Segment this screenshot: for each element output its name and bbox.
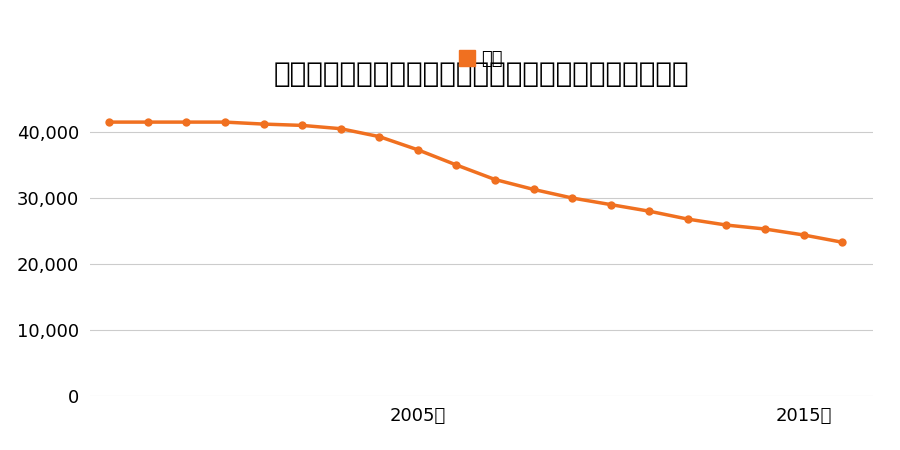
Title: 福岡県大牧田市大字歴木字東内畑２８４番３の地価推移: 福岡県大牧田市大字歴木字東内畑２８４番３の地価推移 [274,60,689,88]
Legend: 価格: 価格 [453,43,510,75]
